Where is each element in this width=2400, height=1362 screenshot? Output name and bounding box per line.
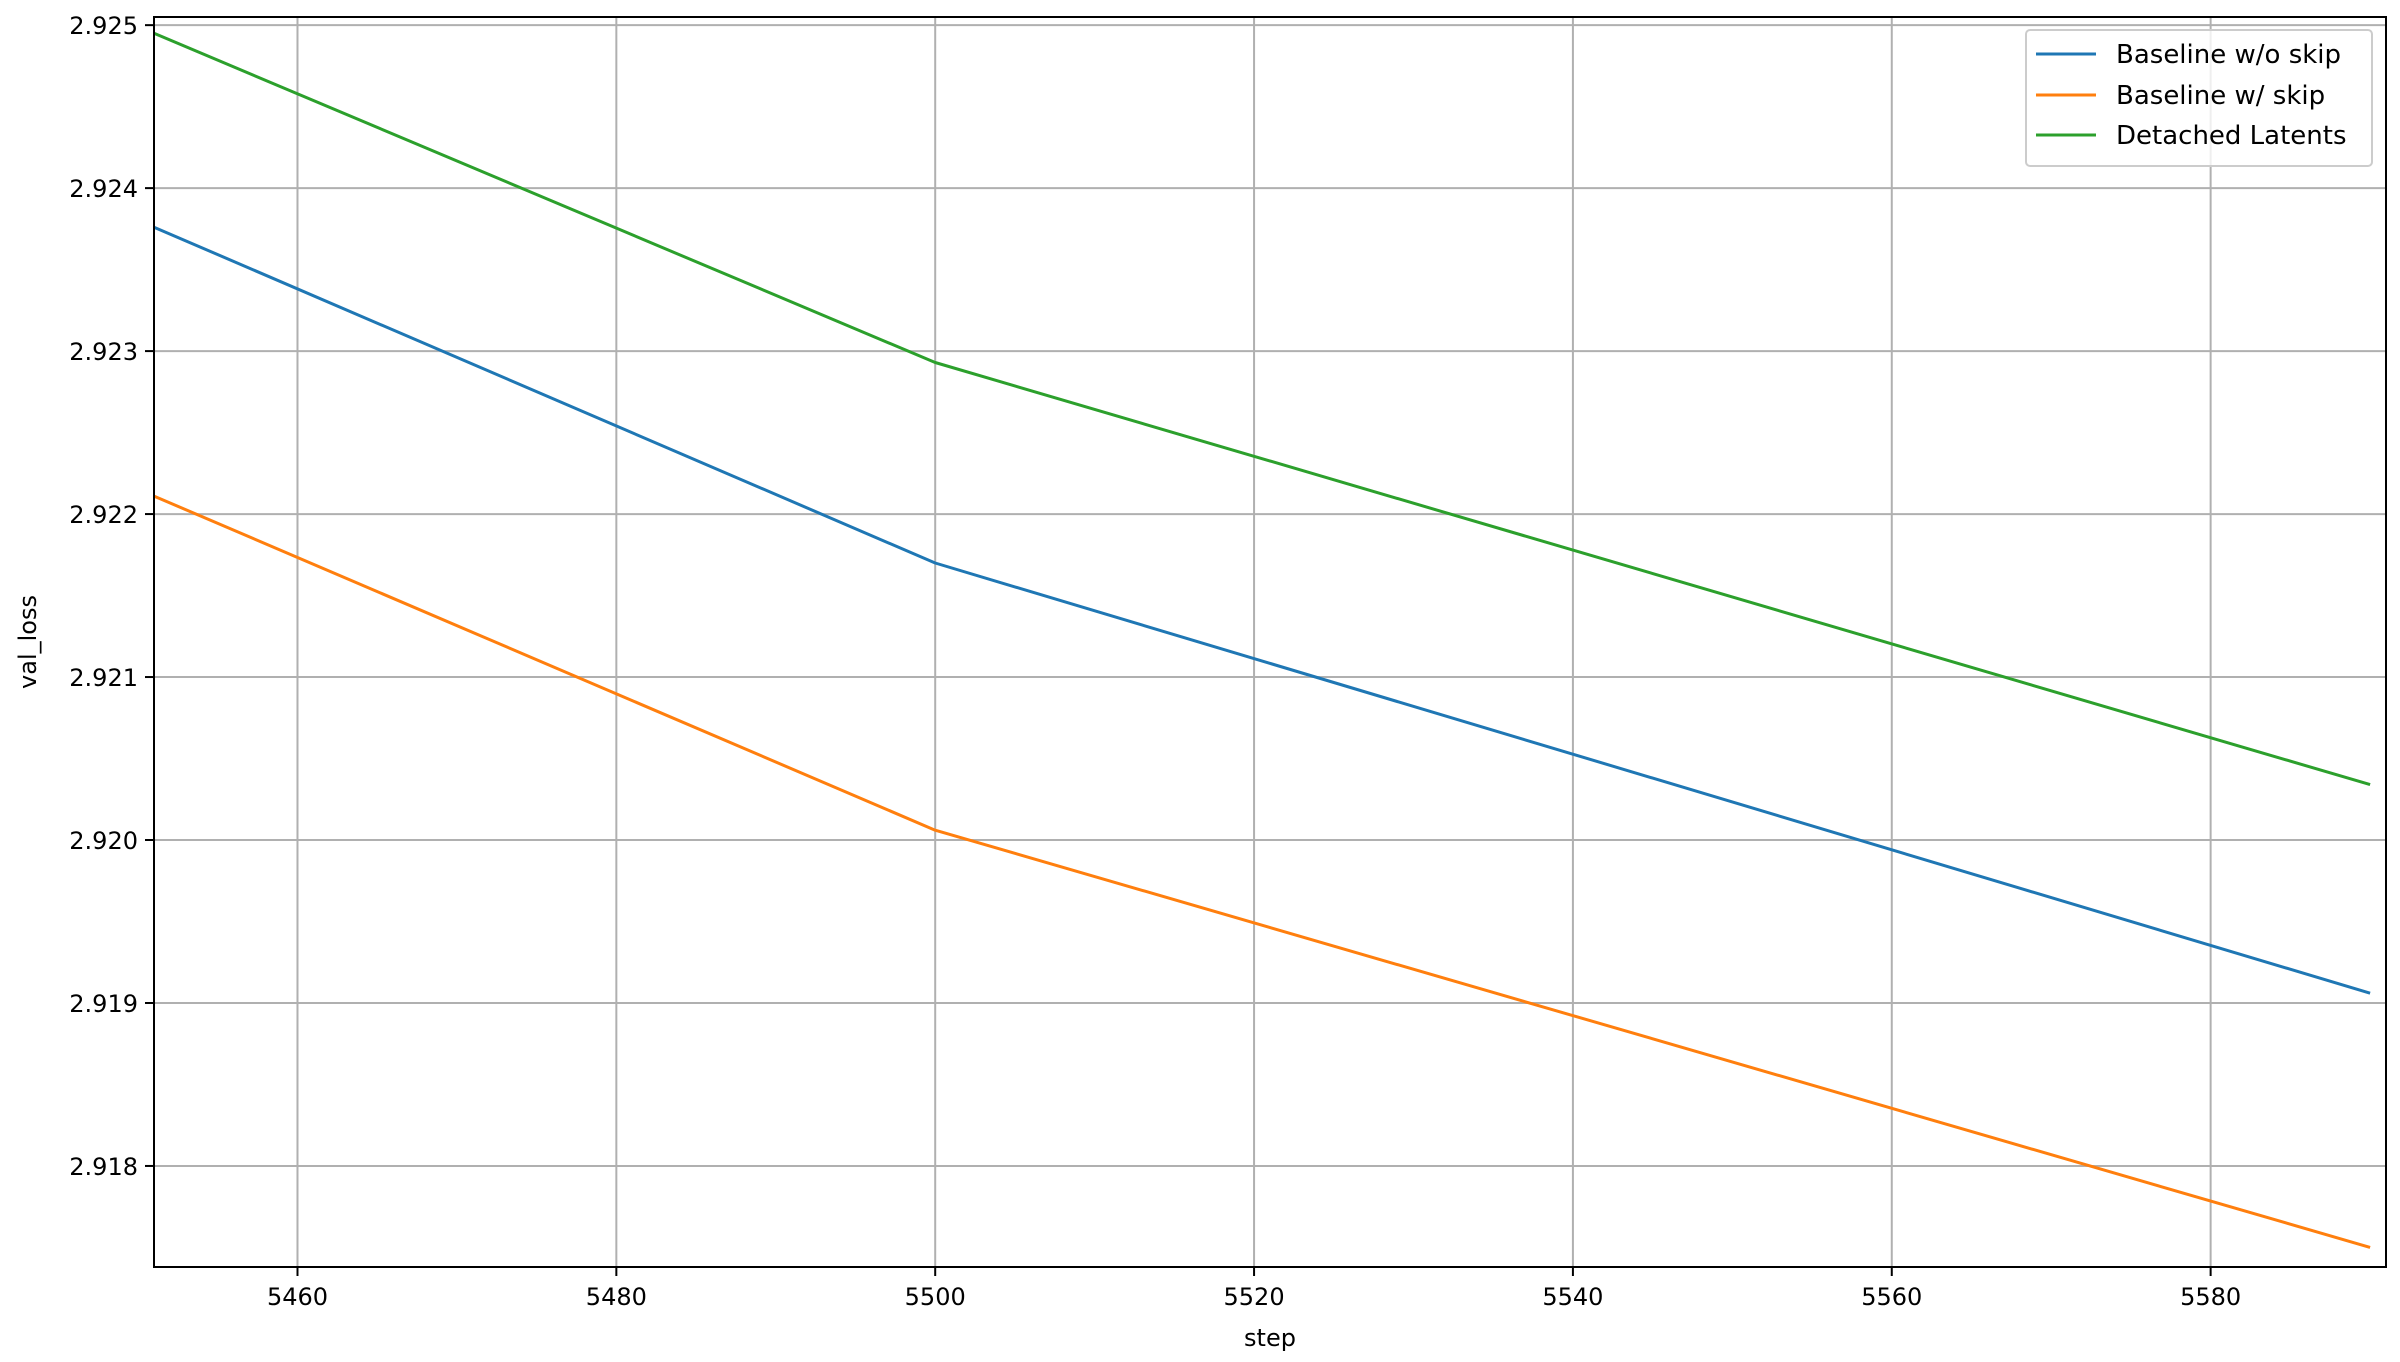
plot-frame: [153, 16, 2387, 1268]
x-axis-label: step: [1244, 1324, 1296, 1352]
legend-label-baseline-w-skip: Baseline w/ skip: [2116, 81, 2325, 111]
series-lines: [153, 31, 2371, 1249]
legend: Baseline w/o skip Baseline w/ skip Detac…: [2025, 29, 2373, 167]
x-tick-label: 5500: [905, 1283, 966, 1311]
plot-area: [154, 17, 2386, 1267]
x-tick-label: 5540: [1542, 1283, 1603, 1311]
y-tick-label: 2.925: [69, 12, 138, 40]
y-tick-label: 2.923: [69, 338, 138, 366]
grid: [154, 17, 2386, 1267]
y-axis-label: val_loss: [14, 595, 42, 689]
y-tick-label: 2.918: [69, 1153, 138, 1181]
x-tick-label: 5580: [2180, 1283, 2241, 1311]
axis-ticks: 5460 5480 5500 5520 5540 5560 5580 2.918 2.919 2.…: [69, 12, 2241, 1311]
legend-box: [2025, 29, 2373, 167]
y-tick-label: 2.920: [69, 827, 138, 855]
legend-label-detached-latents: Detached Latents: [2116, 121, 2347, 151]
x-tick-label: 5480: [586, 1283, 647, 1311]
x-tick-label: 5520: [1224, 1283, 1285, 1311]
y-tick-label: 2.921: [69, 664, 138, 692]
series-line-baseline-w-skip: [153, 494, 2371, 1249]
y-tick-label: 2.922: [69, 501, 138, 529]
x-tick-label: 5460: [267, 1283, 328, 1311]
series-line-detached-latents: [153, 31, 2371, 787]
legend-label-baseline-wo-skip: Baseline w/o skip: [2116, 40, 2341, 70]
series-line-baseline-w-o-skip: [153, 225, 2371, 995]
y-tick-label: 2.924: [69, 175, 138, 203]
x-tick-label: 5560: [1861, 1283, 1922, 1311]
y-tick-label: 2.919: [69, 990, 138, 1018]
